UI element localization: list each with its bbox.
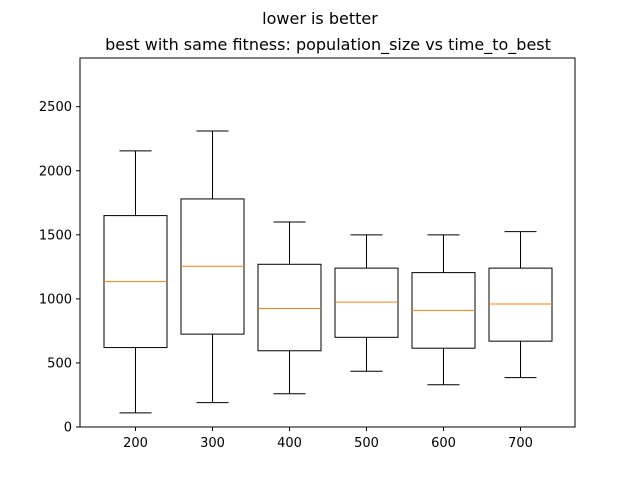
y-tick-label: 1000 <box>39 292 72 307</box>
axes-frame <box>79 57 576 428</box>
plot-area: 0 500 1000 1500 2000 2500 200 300 400 500 600 700 <box>39 100 553 451</box>
y-tick-label: 0 <box>64 421 72 436</box>
x-tick-label: 400 <box>277 436 302 451</box>
box-700 <box>488 267 553 342</box>
chart-title: best with same fitness: population_size … <box>105 35 551 55</box>
y-tick-label: 2500 <box>39 100 72 115</box>
chart-suptitle: lower is better <box>262 9 378 28</box>
box-500 <box>334 267 399 338</box>
x-tick-label: 600 <box>431 436 456 451</box>
x-tick-label: 300 <box>200 436 225 451</box>
x-tick-label: 500 <box>354 436 379 451</box>
box-400 <box>257 263 322 352</box>
x-tick-label: 700 <box>508 436 533 451</box>
x-tick-label: 200 <box>123 436 148 451</box>
y-tick-label: 1500 <box>39 228 72 243</box>
y-tick-label: 500 <box>47 356 72 371</box>
y-tick-label: 2000 <box>39 164 72 179</box>
